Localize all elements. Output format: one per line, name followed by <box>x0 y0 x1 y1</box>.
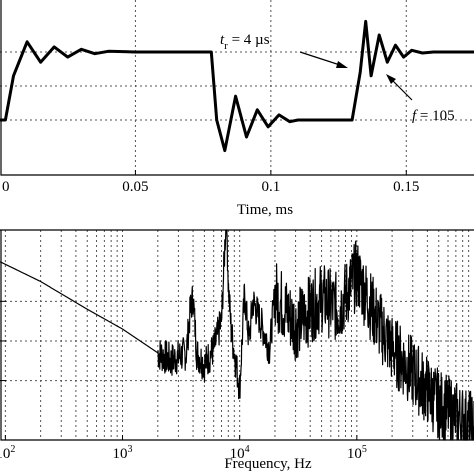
rise-time-annotation: tr = 4 µs <box>220 32 348 68</box>
frequency-label: f = 105 <box>412 108 455 124</box>
bottom-gridlines <box>0 230 474 440</box>
top-tick-label-2: 0.15 <box>393 179 419 195</box>
frequency-arrow <box>389 77 413 101</box>
top-tick-label-1: 0.1 <box>261 179 280 195</box>
rise-time-arrow <box>299 51 344 67</box>
spectrum-series-line <box>0 229 474 441</box>
rise-time-arrowhead <box>336 61 348 68</box>
top-x-ticks: 0.05 0.1 0.15 0 <box>2 170 419 195</box>
frequency-arrowhead <box>386 74 396 84</box>
top-x-axis-title: Time, ms <box>237 202 293 218</box>
bottom-x-axis-title: Frequency, Hz <box>224 456 312 472</box>
bottom-tick-label-0: 102 <box>0 444 15 462</box>
time-domain-panel: 0.05 0.1 0.15 0 Time, ms tr = 4 µs f = 105 <box>0 0 474 218</box>
frequency-domain-panel: 102 103 104 105 Frequency, Hz <box>0 229 474 472</box>
bottom-tick-label-2: 104 <box>230 444 250 462</box>
frequency-annotation: f = 105 <box>386 74 455 124</box>
top-tick-label-origin: 0 <box>2 179 10 195</box>
bottom-tick-label-1: 103 <box>113 444 133 462</box>
bottom-tick-label-3: 105 <box>347 444 367 462</box>
bottom-x-ticks: 102 103 104 105 <box>0 300 367 462</box>
top-gridlines <box>0 0 474 175</box>
pulse-series-line <box>0 19 474 153</box>
top-axis-frame <box>0 0 474 176</box>
top-tick-label-0: 0.05 <box>122 179 148 195</box>
bottom-axis-frame <box>0 229 474 441</box>
rise-time-label: tr = 4 µs <box>220 32 270 52</box>
